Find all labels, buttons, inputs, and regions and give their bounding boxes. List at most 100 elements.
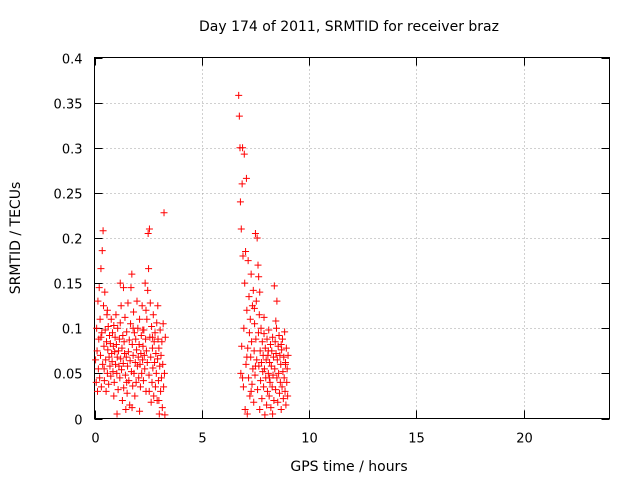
data-point (155, 410, 163, 418)
data-point (152, 350, 160, 358)
data-point (132, 378, 140, 386)
data-point (252, 335, 260, 343)
data-point (277, 405, 285, 413)
data-point (281, 387, 289, 395)
data-point (253, 234, 261, 242)
data-point (275, 369, 283, 377)
data-point (244, 257, 252, 265)
data-point (137, 331, 145, 339)
data-point (92, 378, 100, 386)
data-point (128, 270, 136, 278)
data-point (109, 329, 117, 337)
data-point (244, 344, 252, 352)
data-point (241, 279, 249, 287)
data-point (155, 396, 163, 404)
data-point (160, 369, 168, 377)
data-point (146, 299, 154, 307)
data-point (239, 383, 247, 391)
data-point (101, 326, 109, 334)
data-point (130, 329, 138, 337)
data-point (115, 335, 123, 343)
data-point (103, 306, 111, 314)
data-point (248, 338, 256, 346)
data-point (250, 398, 258, 406)
data-point (132, 335, 140, 343)
data-point (158, 338, 166, 346)
data-point (251, 229, 259, 237)
data-point (97, 351, 105, 359)
data-point (124, 299, 132, 307)
data-point (256, 288, 264, 296)
data-point (149, 364, 157, 372)
data-point (150, 338, 158, 346)
data-point (150, 392, 158, 400)
data-point (276, 378, 284, 386)
data-point (281, 328, 289, 336)
data-point (157, 374, 165, 382)
data-point (113, 410, 121, 418)
data-point (154, 335, 162, 343)
data-point (283, 365, 291, 373)
data-point (92, 356, 100, 364)
data-point (235, 112, 243, 120)
y-tick-label: 0 (74, 414, 82, 429)
x-axis-label: GPS time / hours (290, 459, 407, 475)
data-point (239, 374, 247, 382)
data-point (130, 308, 138, 316)
y-tick-label: 0.4 (62, 53, 83, 68)
data-point (122, 405, 130, 413)
data-point (236, 198, 244, 206)
data-point (100, 342, 108, 350)
data-point (139, 326, 147, 334)
data-point (97, 333, 105, 341)
data-point (99, 360, 107, 368)
data-point (246, 315, 254, 323)
y-tick-label: 0.1 (62, 323, 83, 338)
data-point (254, 386, 262, 394)
data-point (135, 374, 143, 382)
y-tick-label: 0.3 (62, 143, 83, 158)
data-point (278, 383, 286, 391)
data-point (142, 306, 150, 314)
data-point (282, 344, 290, 352)
data-point (237, 225, 245, 233)
grid-lines (94, 57, 610, 419)
data-point (260, 383, 268, 391)
data-point (136, 360, 144, 368)
data-point (143, 315, 151, 323)
data-point (279, 395, 287, 403)
data-point (136, 315, 144, 323)
data-point (119, 331, 127, 339)
data-point (238, 342, 246, 350)
data-point (157, 387, 165, 395)
data-point (251, 362, 259, 370)
data-point (264, 369, 272, 377)
data-point (263, 387, 271, 395)
data-point (248, 380, 256, 388)
data-point (269, 371, 277, 379)
data-point (118, 396, 126, 404)
data-point (148, 344, 156, 352)
data-point (138, 302, 146, 310)
plot-frame (94, 57, 610, 419)
data-point (93, 347, 101, 355)
data-point (159, 320, 167, 328)
data-point (125, 336, 133, 344)
data-point (247, 270, 255, 278)
data-point (254, 329, 262, 337)
data-point (250, 347, 258, 355)
y-tick-label: 0.25 (54, 188, 83, 203)
data-point (284, 351, 292, 359)
data-point (110, 378, 118, 386)
data-point (280, 374, 288, 382)
data-point (281, 360, 289, 368)
data-point (126, 357, 134, 365)
data-point (274, 342, 282, 350)
data-point (129, 351, 137, 359)
data-point (100, 365, 108, 373)
data-point (258, 395, 266, 403)
data-point (240, 324, 248, 332)
data-point (257, 377, 265, 385)
data-point (139, 377, 147, 385)
data-point (275, 331, 283, 339)
